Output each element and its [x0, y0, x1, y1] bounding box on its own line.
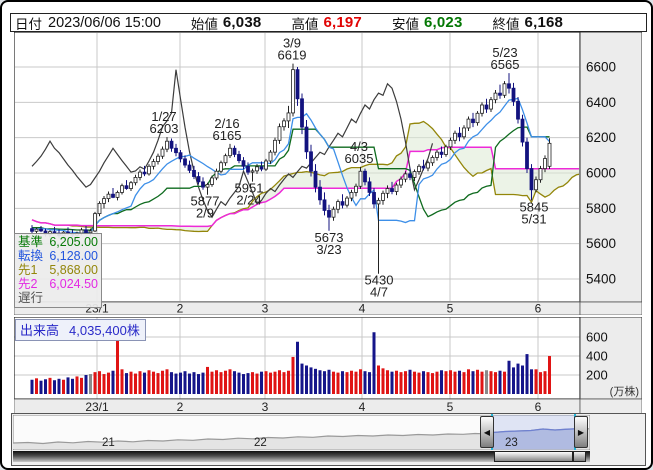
- svg-text:21: 21: [102, 437, 115, 449]
- svg-text:22: 22: [254, 437, 267, 449]
- svg-text:5: 5: [447, 400, 454, 414]
- svg-text:5673: 5673: [315, 230, 344, 245]
- high-label: 高値: [291, 16, 319, 32]
- svg-text:5800: 5800: [586, 201, 616, 216]
- svg-text:5/23: 5/23: [492, 45, 517, 60]
- svg-text:5845: 5845: [520, 199, 549, 214]
- volume-readout: 出来高 4,035,400株: [15, 319, 146, 341]
- legend-row: 先1 5,868.00: [18, 263, 98, 277]
- svg-text:6000: 6000: [586, 166, 616, 181]
- svg-text:2: 2: [177, 302, 184, 316]
- volume-value: 4,035,400株: [69, 323, 140, 338]
- legend-row: 基準 6,205.00: [18, 235, 98, 249]
- scrollbar-track[interactable]: [13, 451, 590, 462]
- svg-text:200: 200: [586, 368, 608, 383]
- svg-text:600: 600: [586, 330, 608, 345]
- svg-text:5430: 5430: [365, 273, 394, 288]
- scrollbar-thumb[interactable]: [494, 451, 573, 462]
- range-navigator[interactable]: 21 22 23: [13, 415, 590, 450]
- close-label: 終値: [492, 16, 520, 32]
- svg-text:23: 23: [505, 437, 518, 449]
- svg-text:6200: 6200: [586, 130, 616, 145]
- svg-text:5/31: 5/31: [521, 211, 546, 226]
- candles: [30, 63, 552, 274]
- legend-row: 遅行: [18, 291, 44, 305]
- svg-text:2/16: 2/16: [214, 116, 239, 131]
- scrollbar-end-cap[interactable]: [573, 451, 586, 462]
- ichimoku-legend: 基準 6,205.00 転換 6,128.00 先1 5,868.00 先2 6,024.50…: [14, 233, 102, 308]
- nav-left-arrow-button[interactable]: ◀: [480, 416, 494, 448]
- svg-text:6203: 6203: [150, 121, 179, 136]
- svg-text:6600: 6600: [586, 60, 616, 75]
- svg-text:(万株): (万株): [610, 384, 639, 398]
- svg-text:6: 6: [535, 302, 542, 316]
- open-label: 始値: [190, 16, 218, 32]
- svg-text:3: 3: [262, 302, 269, 316]
- svg-text:4: 4: [359, 302, 366, 316]
- svg-text:6: 6: [535, 400, 542, 414]
- low-value: 6,023: [423, 14, 463, 31]
- nav-right-arrow-button[interactable]: ▶: [574, 416, 588, 448]
- legend-row: 転換 6,128.00: [18, 249, 98, 263]
- svg-text:5951: 5951: [235, 181, 264, 196]
- svg-text:6400: 6400: [586, 95, 616, 110]
- svg-text:5877: 5877: [191, 194, 220, 209]
- svg-text:4: 4: [359, 400, 366, 414]
- price-plot[interactable]: [14, 32, 642, 302]
- svg-text:3/9: 3/9: [283, 36, 301, 51]
- svg-text:1/27: 1/27: [151, 109, 176, 124]
- close-value: 6,168: [524, 14, 564, 31]
- date-label: 日付: [15, 16, 42, 32]
- legend-row: 先2 6,024.50: [18, 277, 98, 291]
- svg-text:5600: 5600: [586, 236, 616, 251]
- svg-text:6565: 6565: [491, 57, 520, 72]
- svg-text:400: 400: [586, 349, 608, 364]
- svg-text:6035: 6035: [345, 151, 374, 166]
- svg-text:4/7: 4/7: [370, 285, 388, 300]
- quote-info-bar: 日付 2023/06/06 15:00 始値 6,038 高値 6,197 安値…: [10, 13, 647, 32]
- svg-text:2/9: 2/9: [196, 206, 214, 221]
- svg-text:5: 5: [447, 302, 454, 316]
- svg-text:3/23: 3/23: [316, 242, 341, 257]
- svg-text:4/3: 4/3: [350, 139, 368, 154]
- svg-text:3: 3: [262, 400, 269, 414]
- svg-text:6619: 6619: [278, 48, 307, 63]
- date-value: 2023/06/06 15:00: [48, 14, 161, 31]
- svg-text:23/1: 23/1: [85, 400, 109, 414]
- svg-text:6165: 6165: [213, 128, 242, 143]
- svg-text:5400: 5400: [586, 272, 616, 287]
- high-value: 6,197: [323, 14, 362, 31]
- svg-text:2: 2: [177, 400, 184, 414]
- open-value: 6,038: [222, 14, 262, 31]
- low-label: 安値: [391, 16, 419, 32]
- svg-text:2/24: 2/24: [236, 193, 261, 208]
- volume-label: 出来高: [20, 323, 60, 338]
